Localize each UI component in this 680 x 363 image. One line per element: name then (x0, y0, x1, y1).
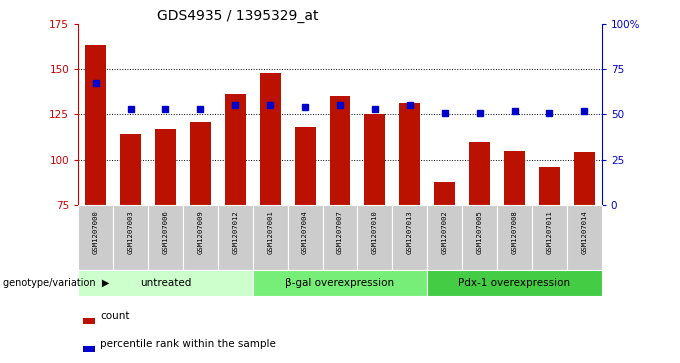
Bar (155, 129, 176, 205)
Bar (294, 127, 316, 205)
Text: untreated: untreated (140, 278, 191, 288)
Text: GSM1207011: GSM1207011 (547, 210, 552, 254)
Text: GSM1207002: GSM1207002 (442, 210, 447, 254)
Bar (364, 114, 386, 205)
Bar (427, 270, 602, 296)
Bar (190, 122, 211, 205)
Text: GSM1207005: GSM1207005 (477, 210, 483, 254)
Bar (574, 152, 595, 205)
Bar (84, 318, 95, 323)
Bar (218, 205, 253, 270)
Bar (392, 205, 427, 270)
Text: GSM1207010: GSM1207010 (372, 210, 378, 254)
Text: GSM1207012: GSM1207012 (233, 210, 238, 254)
Bar (253, 270, 427, 296)
Bar (567, 205, 602, 270)
Bar (183, 205, 218, 270)
Bar (260, 73, 281, 205)
Text: GSM1207008: GSM1207008 (511, 210, 517, 254)
Bar (113, 205, 148, 270)
Bar (469, 142, 490, 205)
Bar (462, 205, 497, 270)
Text: GSM1207003: GSM1207003 (128, 210, 133, 254)
Bar (532, 205, 567, 270)
Text: GSM1207014: GSM1207014 (581, 210, 588, 254)
Bar (120, 134, 141, 205)
Bar (435, 182, 455, 205)
Bar (504, 151, 525, 205)
Text: GSM1207004: GSM1207004 (302, 210, 308, 254)
Text: GSM1207006: GSM1207006 (163, 210, 169, 254)
Bar (148, 205, 183, 270)
Bar (78, 270, 253, 296)
Bar (330, 96, 350, 205)
Text: GSM1207007: GSM1207007 (337, 210, 343, 254)
Bar (322, 205, 358, 270)
Bar (85, 45, 106, 205)
Text: GSM1207000: GSM1207000 (92, 210, 99, 254)
Bar (78, 205, 113, 270)
Bar (288, 205, 322, 270)
Bar (427, 205, 462, 270)
Bar (539, 167, 560, 205)
Text: Pdx-1 overexpression: Pdx-1 overexpression (458, 278, 571, 288)
Text: GSM1207013: GSM1207013 (407, 210, 413, 254)
Bar (84, 346, 95, 352)
Text: GSM1207009: GSM1207009 (197, 210, 203, 254)
Text: percentile rank within the sample: percentile rank within the sample (100, 339, 276, 349)
Bar (358, 205, 392, 270)
Bar (225, 94, 245, 205)
Text: count: count (100, 311, 130, 321)
Text: GSM1207001: GSM1207001 (267, 210, 273, 254)
Bar (399, 103, 420, 205)
Text: GDS4935 / 1395329_at: GDS4935 / 1395329_at (156, 9, 318, 23)
Text: β-gal overexpression: β-gal overexpression (286, 278, 394, 288)
Bar (497, 205, 532, 270)
Text: genotype/variation  ▶: genotype/variation ▶ (3, 278, 109, 288)
Bar (253, 205, 288, 270)
